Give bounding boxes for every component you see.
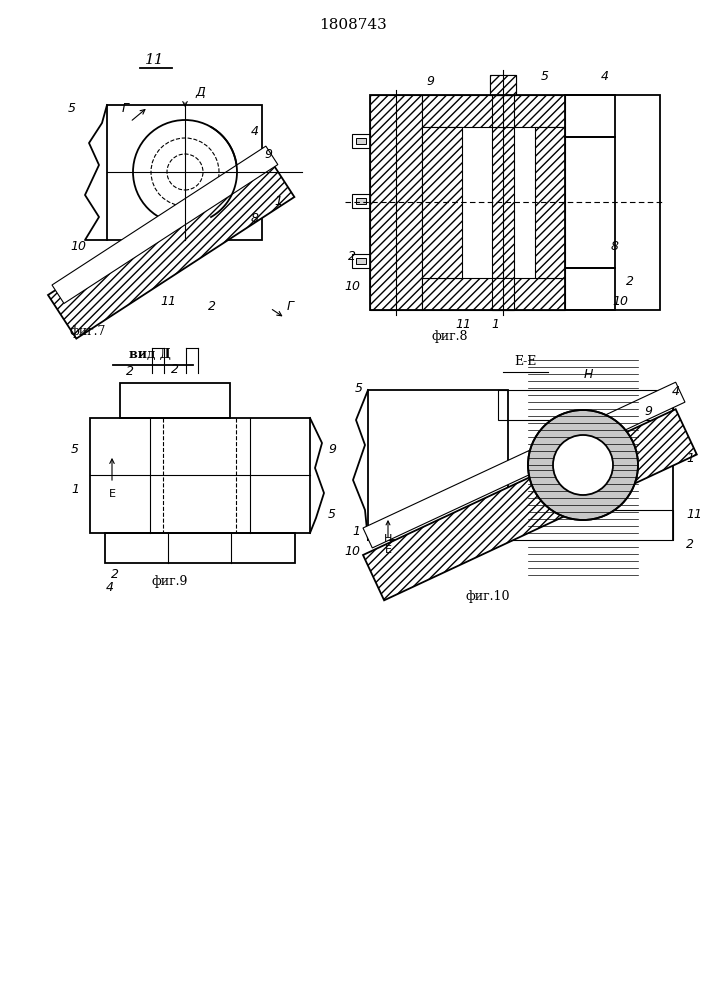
Bar: [356, 258, 366, 264]
Text: 4: 4: [251, 125, 259, 138]
Text: фиг.9: фиг.9: [152, 575, 188, 588]
Text: Г: Г: [122, 102, 129, 115]
Bar: [492, 278, 514, 310]
Text: 11: 11: [686, 508, 702, 521]
Bar: [498, 390, 673, 420]
Text: фиг.8: фиг.8: [432, 330, 468, 343]
Circle shape: [528, 410, 638, 520]
Text: Е: Е: [108, 489, 115, 499]
Text: 11: 11: [455, 318, 471, 331]
Text: 1: 1: [686, 452, 694, 465]
Text: Е: Е: [385, 545, 392, 555]
Bar: [565, 268, 615, 310]
Text: 10: 10: [344, 280, 360, 293]
Bar: [352, 194, 370, 208]
Text: Д: Д: [195, 86, 205, 99]
Bar: [368, 390, 508, 540]
Text: 1: 1: [274, 195, 282, 208]
Text: 5: 5: [68, 102, 76, 115]
Polygon shape: [363, 382, 685, 548]
Text: Н: Н: [384, 534, 392, 544]
Text: 9: 9: [328, 443, 336, 456]
Text: 2: 2: [111, 568, 119, 581]
Text: 9: 9: [426, 75, 434, 88]
Circle shape: [553, 435, 613, 495]
Bar: [120, 383, 230, 418]
Text: фиг.7: фиг.7: [70, 325, 106, 338]
Bar: [535, 127, 565, 278]
Text: 2: 2: [626, 275, 634, 288]
Text: 2: 2: [348, 250, 356, 263]
Bar: [370, 95, 660, 310]
Text: 4: 4: [601, 70, 609, 83]
Bar: [422, 127, 462, 278]
Bar: [490, 75, 516, 95]
Text: 8: 8: [251, 212, 259, 225]
Text: 10: 10: [612, 295, 628, 308]
Bar: [107, 105, 262, 240]
Bar: [356, 198, 366, 204]
Text: 1: 1: [71, 483, 79, 496]
Bar: [90, 418, 310, 533]
Bar: [498, 510, 673, 540]
Text: 1808743: 1808743: [319, 18, 387, 32]
Bar: [370, 95, 422, 310]
Text: фиг.10: фиг.10: [466, 590, 510, 603]
Bar: [356, 138, 366, 144]
Text: 11: 11: [145, 53, 165, 67]
Text: 1: 1: [352, 525, 360, 538]
Text: Е-Е: Е-Е: [514, 355, 536, 368]
Bar: [352, 134, 370, 148]
Text: 8: 8: [611, 240, 619, 253]
Bar: [492, 127, 514, 278]
Text: 5: 5: [541, 70, 549, 83]
Text: 4: 4: [106, 581, 114, 594]
Text: Г: Г: [286, 300, 293, 313]
Text: 2: 2: [126, 365, 134, 378]
Text: Н: Н: [583, 368, 592, 381]
Text: 2: 2: [208, 300, 216, 313]
Bar: [490, 75, 516, 95]
Text: 10: 10: [70, 240, 86, 253]
Text: 5: 5: [328, 508, 336, 521]
Polygon shape: [48, 153, 294, 339]
Polygon shape: [52, 146, 278, 303]
Bar: [422, 278, 565, 310]
Text: 2: 2: [171, 363, 179, 376]
Bar: [352, 254, 370, 268]
Text: 1: 1: [491, 318, 499, 331]
Bar: [422, 95, 565, 127]
Text: 2: 2: [686, 538, 694, 551]
Text: 9: 9: [264, 148, 272, 161]
Text: 9: 9: [644, 405, 652, 418]
Text: 4: 4: [672, 385, 680, 398]
Text: вид Д: вид Д: [129, 348, 171, 361]
Polygon shape: [363, 409, 697, 600]
Bar: [492, 95, 514, 127]
Text: 11: 11: [160, 295, 176, 308]
Bar: [565, 95, 615, 137]
Bar: [565, 137, 615, 268]
Text: 10: 10: [344, 545, 360, 558]
Text: 5: 5: [71, 443, 79, 456]
Text: 5: 5: [355, 382, 363, 395]
Bar: [105, 533, 295, 563]
